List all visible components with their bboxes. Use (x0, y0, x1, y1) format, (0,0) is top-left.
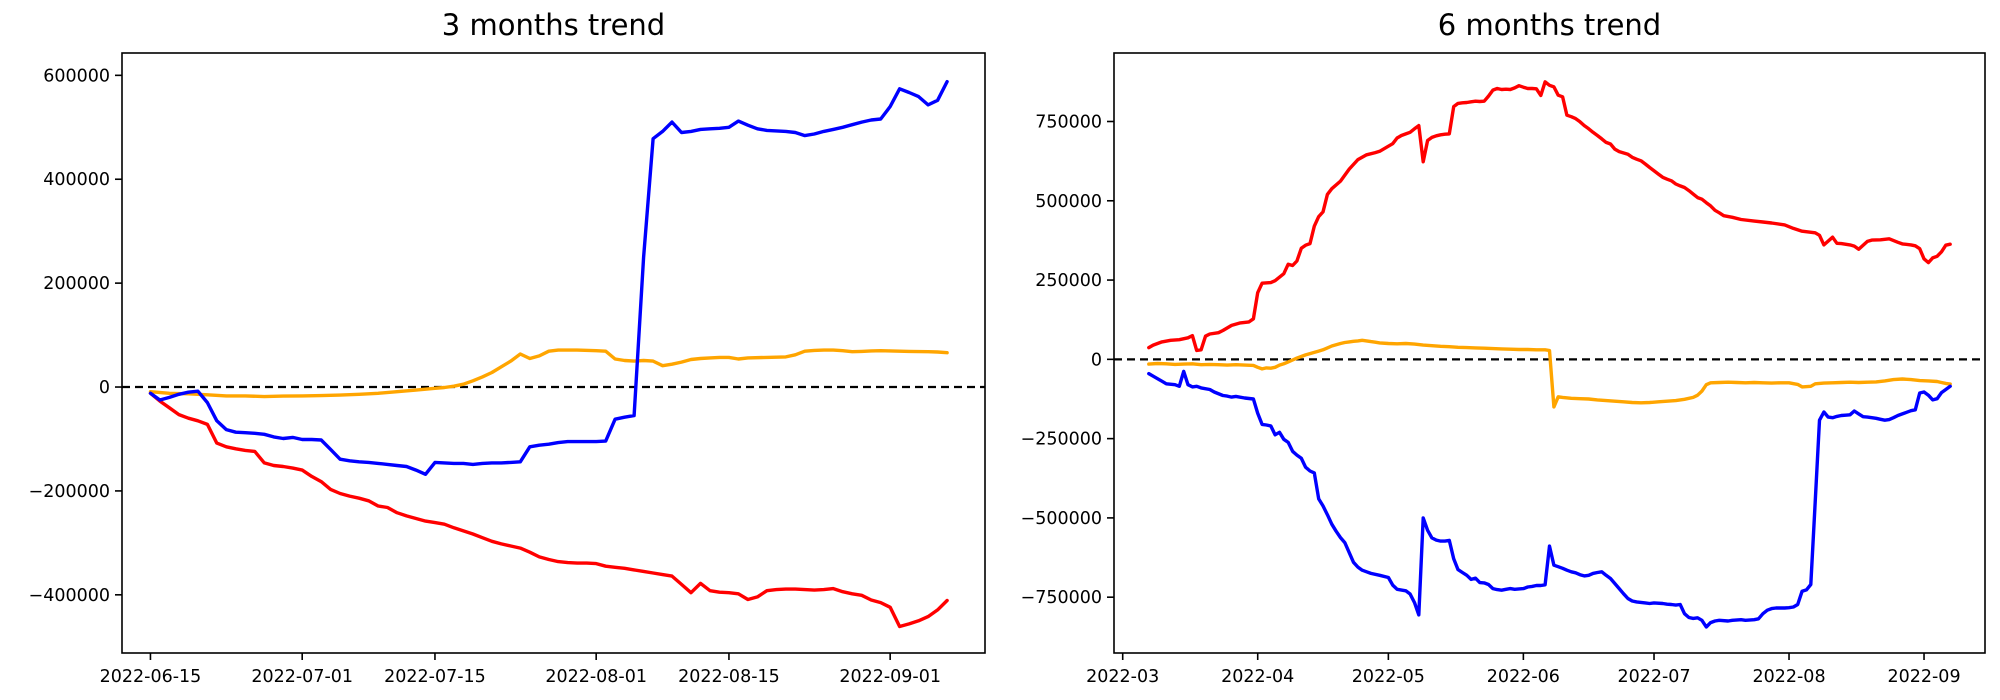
y-tick-label: 0 (1091, 350, 1102, 370)
y-tick-label: −250000 (1021, 430, 1102, 450)
axes-spines (1113, 52, 1986, 654)
x-tick-label: 2022-09-01 (839, 667, 941, 687)
orange-line (148, 348, 949, 399)
y-tick-label: −200000 (29, 482, 110, 502)
y-tick-label: 400000 (43, 170, 110, 190)
x-tick-label: 2022-04 (1221, 667, 1294, 687)
x-tick-label: 2022-07-01 (251, 667, 353, 687)
blue-line (1147, 369, 1952, 629)
y-tick-label: −750000 (1021, 588, 1102, 608)
x-tick-label: 2022-07 (1617, 667, 1690, 687)
y-tick-label: 600000 (43, 66, 110, 86)
x-tick-label: 2022-06-15 (100, 667, 202, 687)
red-line (148, 391, 949, 629)
y-tick-label: 750000 (1035, 112, 1102, 132)
y-tick-label: −500000 (1021, 509, 1102, 529)
x-tick-label: 2022-03 (1086, 667, 1159, 687)
x-tick-label: 2022-08-15 (678, 667, 780, 687)
right-chart-title: 6 months trend (1437, 8, 1662, 42)
y-tick-label: 0 (99, 378, 110, 398)
y-tick-label: 250000 (1035, 271, 1102, 291)
x-tick-label: 2022-06 (1487, 667, 1560, 687)
left-chart-title: 3 months trend (441, 8, 666, 42)
orange-line (1147, 338, 1952, 409)
x-tick-label: 2022-05 (1352, 667, 1425, 687)
y-tick-label: −400000 (29, 586, 110, 606)
y-tick-label: 200000 (43, 274, 110, 294)
x-tick-label: 2022-08-01 (545, 667, 647, 687)
x-tick-label: 2022-09 (1887, 667, 1960, 687)
blue-line (148, 79, 949, 476)
x-tick-label: 2022-08 (1752, 667, 1825, 687)
y-tick-label: 500000 (1035, 192, 1102, 212)
red-line (1147, 80, 1952, 353)
x-tick-label: 2022-07-15 (384, 667, 486, 687)
axes-spines (121, 52, 986, 654)
